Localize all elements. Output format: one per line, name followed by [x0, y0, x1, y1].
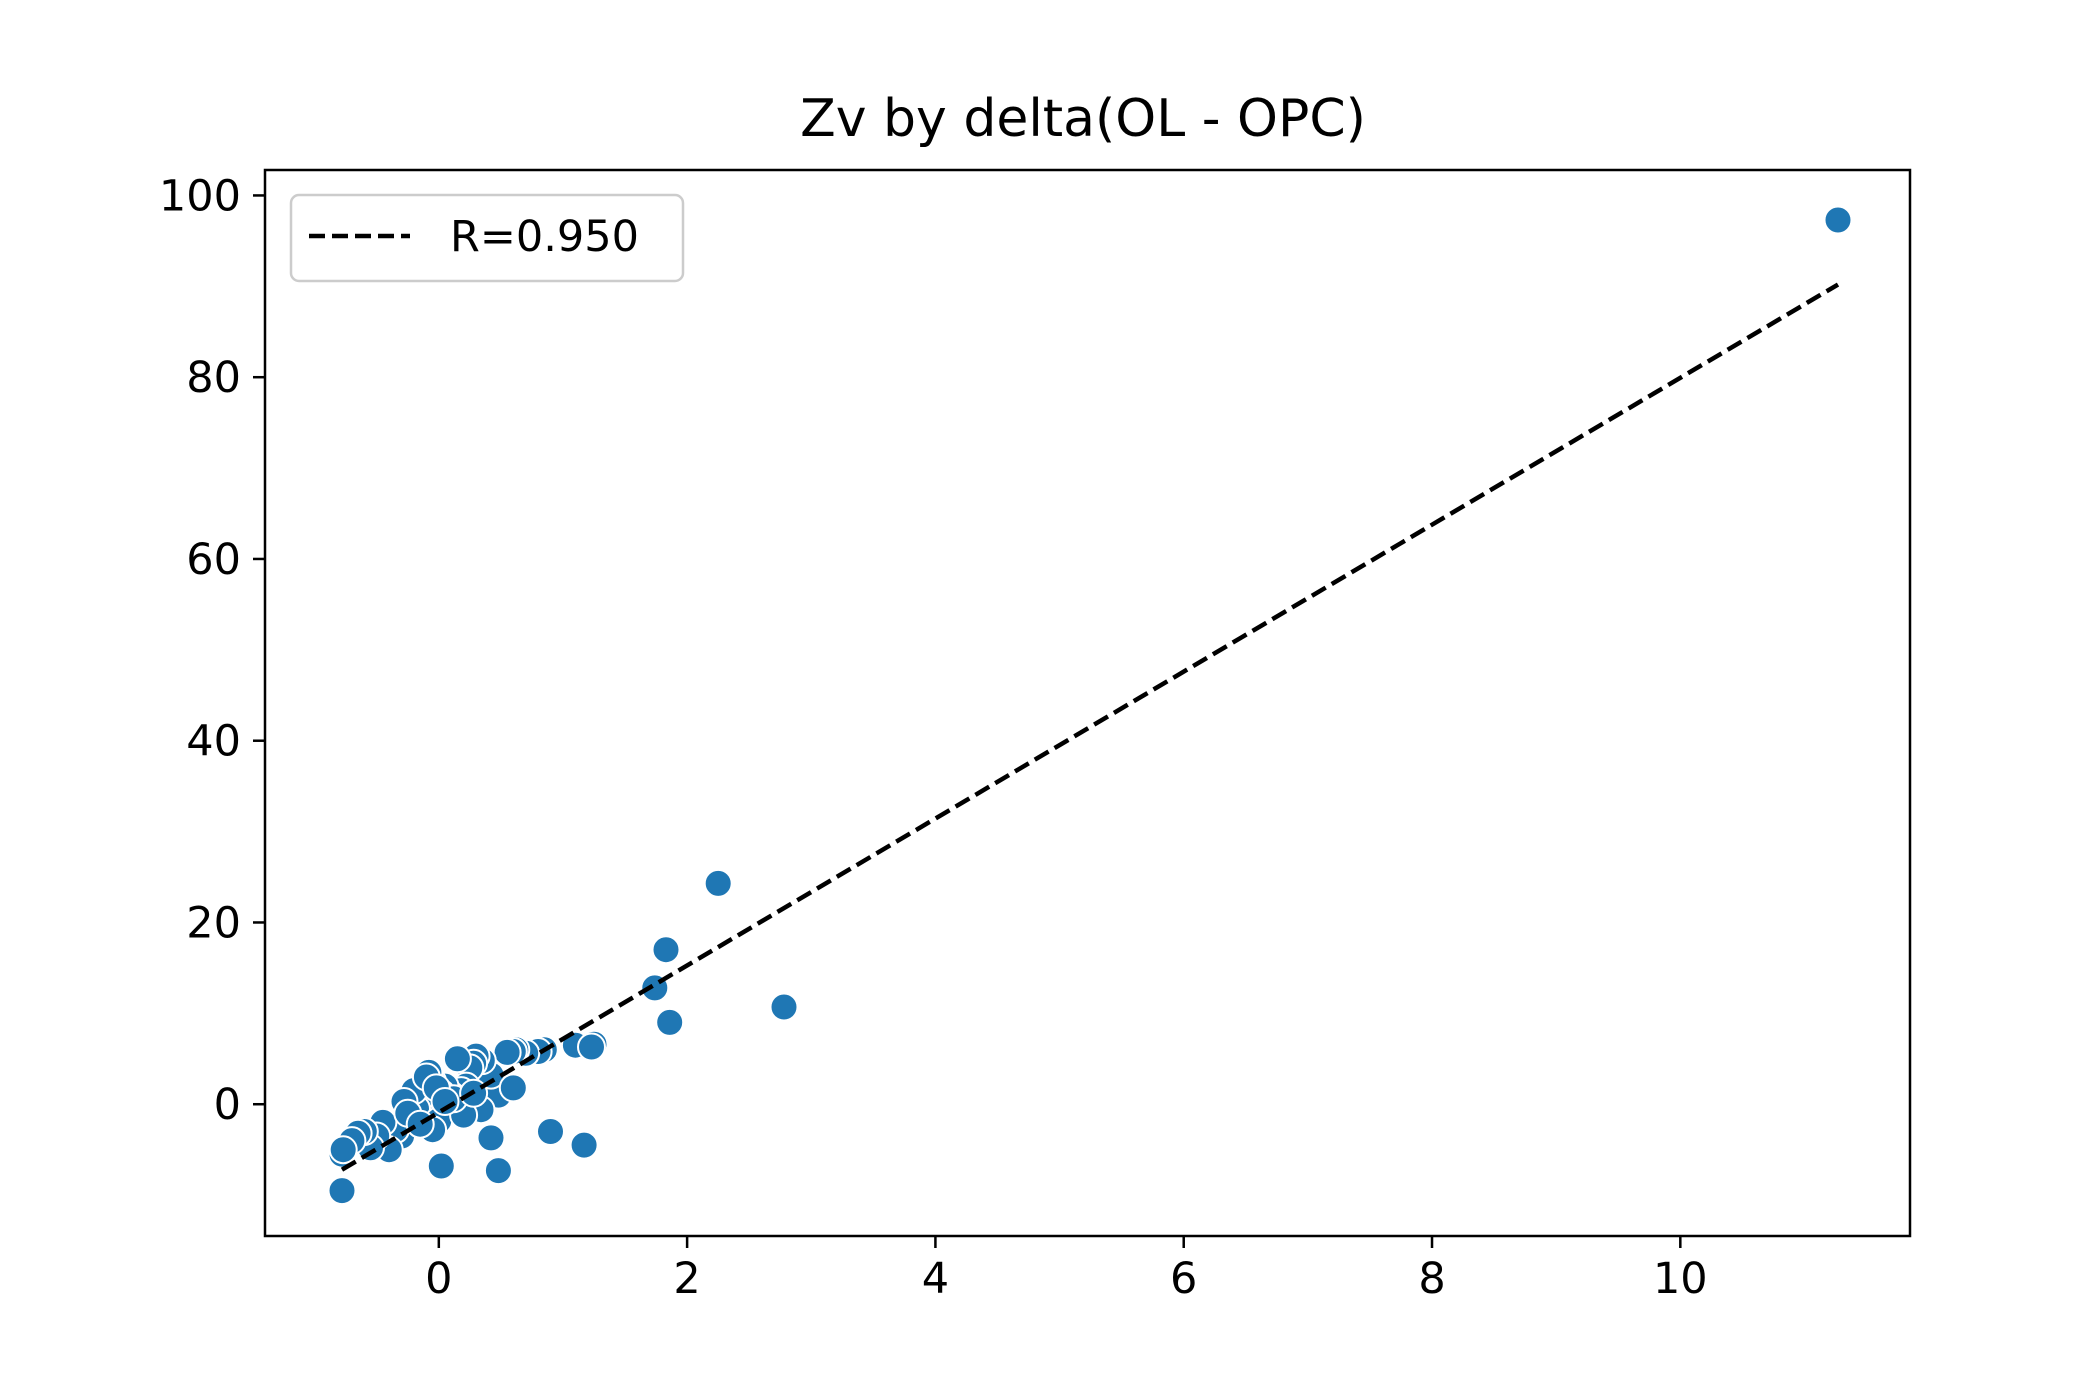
data-point — [536, 1117, 565, 1146]
y-tick-label: 60 — [186, 535, 241, 585]
data-point — [430, 1087, 460, 1116]
legend-label: R=0.950 — [450, 212, 639, 262]
y-tick-label: 80 — [186, 353, 241, 403]
data-point — [569, 1130, 599, 1160]
legend: R=0.950 — [289, 193, 685, 283]
data-point — [498, 1073, 528, 1103]
legend-box — [289, 193, 685, 283]
data-point — [577, 1032, 606, 1062]
data-point — [769, 992, 799, 1022]
data-point — [405, 1109, 435, 1139]
x-tick-label: 4 — [922, 1254, 949, 1304]
x-tick-label: 8 — [1418, 1254, 1445, 1304]
plot-area — [263, 168, 1912, 1238]
y-tick-label: 100 — [159, 171, 241, 221]
data-point — [328, 1135, 358, 1165]
chart-title: Zv by delta(OL - OPC) — [800, 89, 1366, 149]
data-point — [476, 1123, 506, 1153]
data-point — [703, 868, 733, 898]
y-tick-label: 40 — [186, 717, 241, 767]
data-point — [492, 1037, 522, 1067]
x-tick-label: 2 — [673, 1254, 700, 1304]
data-point — [426, 1151, 456, 1181]
data-point — [442, 1044, 472, 1074]
data-point — [327, 1176, 357, 1206]
data-point — [651, 935, 681, 965]
x-tick-label: 0 — [425, 1254, 452, 1304]
data-point — [655, 1007, 685, 1037]
data-point — [483, 1156, 513, 1186]
axes-frame — [263, 168, 1912, 1238]
y-tick-label: 0 — [214, 1080, 241, 1130]
fit-line — [340, 282, 1840, 1172]
x-tick-label: 6 — [1170, 1254, 1197, 1304]
x-tick-label: 10 — [1653, 1254, 1708, 1304]
data-point — [1823, 205, 1853, 235]
y-tick-label: 20 — [186, 898, 241, 948]
